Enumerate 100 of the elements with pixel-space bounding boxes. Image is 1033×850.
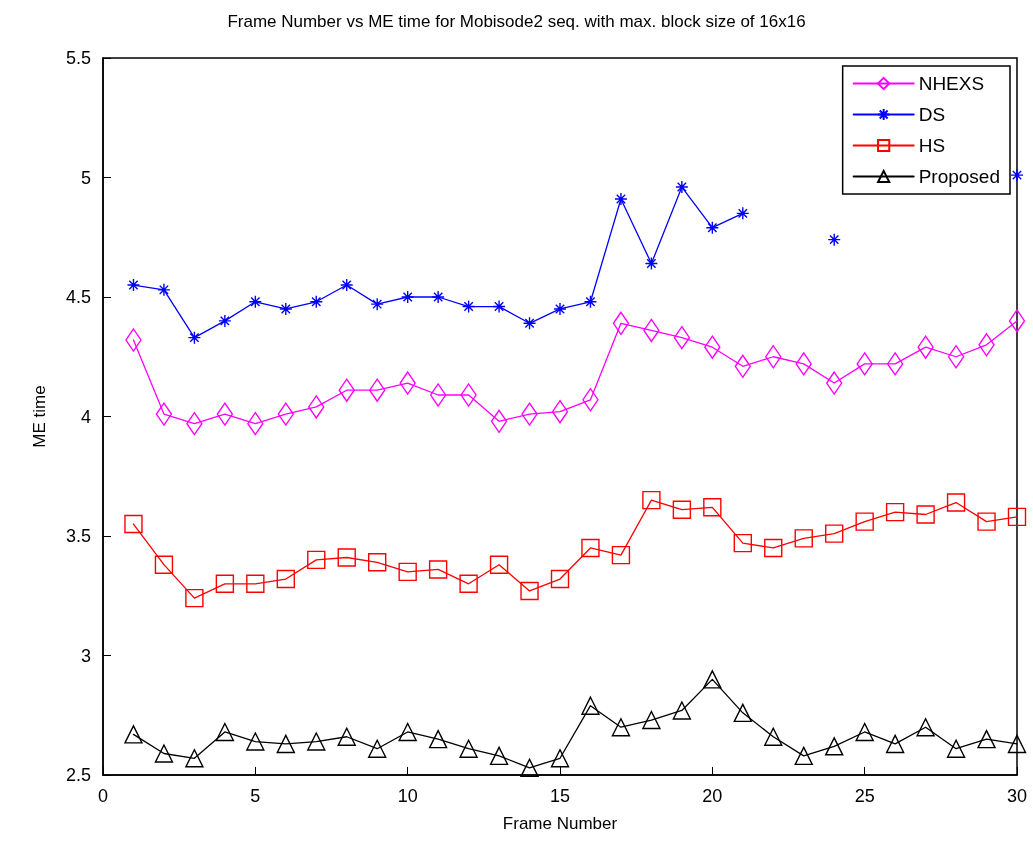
- point: [703, 670, 722, 689]
- point: [886, 352, 904, 376]
- y-tick-label: 2.5: [65, 765, 91, 785]
- y-tick-label: 5: [80, 167, 91, 188]
- point: [429, 383, 447, 407]
- point: [703, 498, 722, 517]
- point: [946, 493, 966, 512]
- point: [736, 206, 750, 221]
- point: [977, 729, 996, 749]
- point: [581, 538, 600, 558]
- point: [154, 744, 174, 763]
- point: [154, 555, 174, 574]
- point: [308, 395, 325, 419]
- y-tick-label: 4: [80, 406, 91, 427]
- point: [398, 562, 417, 582]
- x-tick-label: 30: [1006, 786, 1028, 806]
- chart-title: Frame Number vs ME time for Mobisode2 seq. with max. block size of 16x16: [227, 12, 806, 31]
- x-tick-label: 10: [397, 786, 418, 806]
- point: [248, 295, 263, 309]
- point: [764, 538, 783, 558]
- point: [917, 335, 934, 359]
- legend-label: Proposed: [918, 166, 1001, 187]
- y-tick-label: 4.5: [65, 287, 91, 307]
- point: [673, 325, 691, 350]
- point: [581, 696, 600, 715]
- point: [155, 402, 173, 426]
- point: [399, 371, 416, 395]
- point: [215, 574, 235, 593]
- point: [124, 514, 143, 534]
- y-tick-label: 3.5: [65, 526, 91, 546]
- legend-label: NHEXS: [918, 73, 985, 94]
- point: [642, 710, 661, 730]
- point: [672, 500, 692, 519]
- point: [461, 299, 476, 314]
- point: [855, 512, 874, 531]
- point: [827, 232, 841, 247]
- point: [522, 316, 537, 330]
- point: [490, 409, 508, 433]
- point: [885, 502, 905, 522]
- point: [307, 732, 326, 751]
- x-tick-label: 25: [854, 786, 875, 806]
- point: [947, 345, 965, 369]
- point: [337, 548, 356, 567]
- x-tick-label: 20: [702, 786, 723, 806]
- point: [611, 718, 631, 737]
- point: [885, 734, 905, 754]
- point: [825, 737, 844, 756]
- point: [277, 402, 294, 426]
- point: [794, 529, 813, 548]
- point: [492, 299, 506, 314]
- point: [340, 278, 354, 292]
- point: [428, 560, 448, 579]
- point: [704, 335, 721, 359]
- point: [276, 569, 295, 589]
- point: [612, 311, 630, 335]
- point: [187, 330, 202, 345]
- point: [551, 400, 569, 424]
- y-tick-label: 5.5: [65, 48, 91, 68]
- point: [795, 352, 812, 376]
- point: [521, 402, 538, 426]
- point: [856, 352, 873, 376]
- point: [337, 727, 356, 746]
- point: [246, 732, 265, 751]
- point: [368, 553, 387, 572]
- point: [460, 383, 477, 407]
- y-tick-label: 3: [80, 645, 91, 666]
- point: [309, 295, 323, 309]
- point: [642, 490, 661, 510]
- point: [978, 333, 995, 357]
- point: [459, 739, 478, 758]
- point: [916, 718, 935, 737]
- point: [279, 302, 293, 316]
- y-axis-title: ME time: [30, 385, 49, 448]
- point: [550, 749, 570, 768]
- point: [459, 574, 478, 593]
- point: [157, 283, 171, 297]
- point: [1007, 507, 1027, 527]
- point: [644, 256, 659, 271]
- legend-label: HS: [918, 135, 946, 156]
- point: [553, 302, 567, 316]
- point: [369, 378, 386, 402]
- point: [370, 297, 384, 311]
- point: [764, 727, 783, 746]
- point: [338, 378, 355, 402]
- point: [675, 180, 689, 194]
- point: [614, 192, 628, 206]
- x-tick-label: 0: [97, 786, 109, 806]
- point: [733, 703, 752, 723]
- legend-label: DS: [918, 104, 946, 125]
- point: [215, 722, 235, 742]
- point: [583, 295, 598, 309]
- point: [489, 746, 509, 766]
- point: [705, 220, 720, 235]
- point: [520, 581, 539, 601]
- point: [489, 555, 509, 574]
- point: [916, 505, 935, 524]
- x-tick-label: 15: [549, 786, 571, 806]
- point: [124, 725, 143, 744]
- point: [185, 588, 204, 608]
- point: [368, 739, 387, 758]
